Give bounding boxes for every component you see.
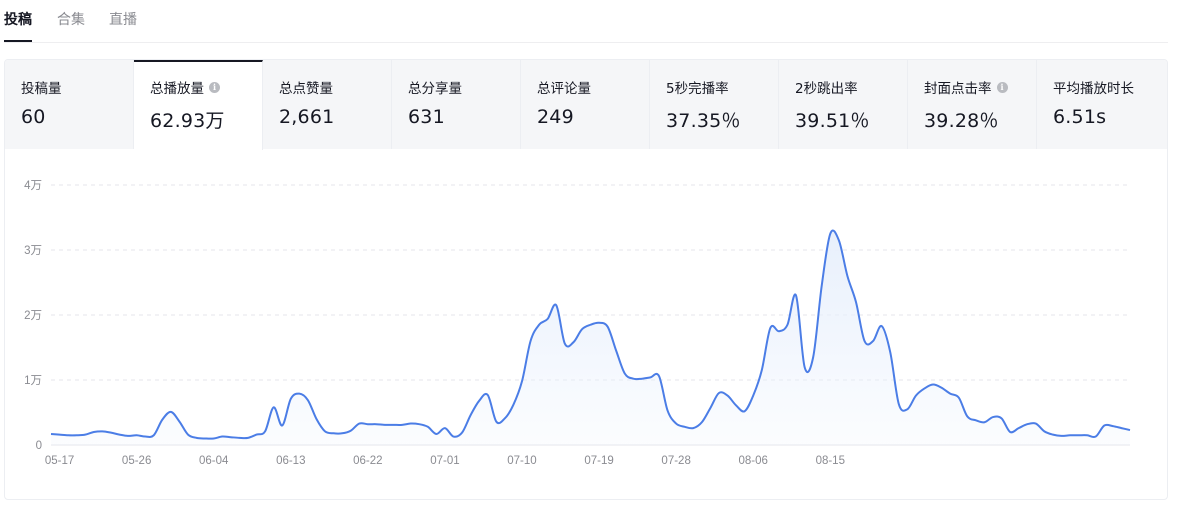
metric-value: 37.35％ — [666, 110, 741, 132]
metric-avg-play-duration[interactable]: 平均播放时长 6.51s — [1037, 60, 1166, 149]
x-tick-label: 08-15 — [816, 455, 845, 467]
metric-label: 5秒完播率 — [666, 81, 729, 97]
y-tick-label: 0 — [36, 440, 42, 452]
series-area — [51, 230, 1130, 445]
x-tick-label: 06-22 — [353, 455, 382, 467]
metric-cover-ctr[interactable]: 封面点击率 i 39.28％ — [908, 60, 1037, 149]
metrics-bar: 投稿量 60 总播放量 i 62.93万 总点赞量 2,661 总分享量 631 … — [5, 60, 1167, 150]
metric-value: 39.51％ — [795, 110, 870, 132]
x-tick-label: 06-13 — [276, 455, 305, 467]
metric-2s-bounce-rate[interactable]: 2秒跳出率 39.51％ — [779, 60, 908, 149]
metric-label: 总点赞量 — [279, 81, 333, 97]
analytics-card: 0 1万 2万 3万 4万 05-17 05-26 06-04 06-13 06-22 07-01 0… — [4, 59, 1168, 500]
metric-label: 总分享量 — [408, 81, 462, 97]
metric-label: 平均播放时长 — [1053, 81, 1134, 97]
metric-value: 6.51s — [1053, 106, 1107, 128]
metric-total-shares[interactable]: 总分享量 631 — [392, 60, 521, 149]
info-icon[interactable]: i — [209, 81, 220, 93]
metric-value: 60 — [21, 106, 46, 128]
metric-value: 249 — [537, 106, 574, 128]
metric-submission-count[interactable]: 投稿量 60 — [5, 60, 134, 149]
info-icon[interactable]: i — [996, 81, 1008, 93]
x-tick-label: 08-06 — [738, 455, 767, 467]
metric-label: 投稿量 — [21, 81, 62, 97]
metric-value: 62.93万 — [150, 110, 225, 132]
metric-total-comments[interactable]: 总评论量 249 — [521, 60, 650, 149]
x-tick-label: 07-19 — [584, 455, 613, 467]
metric-label: 2秒跳出率 — [795, 81, 858, 97]
metric-label: 总播放量 i — [150, 77, 220, 97]
metric-5s-completion-rate[interactable]: 5秒完播率 37.35％ — [650, 60, 779, 149]
active-tab-indicator — [4, 40, 32, 42]
y-tick-label: 3万 — [24, 245, 42, 257]
metric-value: 631 — [408, 106, 445, 128]
tab-collections[interactable]: 合集 — [57, 12, 85, 28]
x-tick-label: 07-28 — [661, 455, 690, 467]
tab-submissions[interactable]: 投稿 — [4, 12, 32, 28]
x-tick-label: 07-10 — [507, 455, 536, 467]
metric-value: 2,661 — [279, 106, 335, 128]
metric-total-likes[interactable]: 总点赞量 2,661 — [263, 60, 392, 149]
metric-total-plays[interactable]: 总播放量 i 62.93万 — [134, 60, 263, 150]
y-tick-label: 1万 — [24, 375, 42, 387]
x-tick-label: 05-17 — [45, 455, 74, 467]
y-tick-label: 4万 — [24, 180, 42, 192]
x-tick-label: 05-26 — [122, 455, 151, 467]
content-type-tabs: 投稿 合集 直播 — [4, 0, 1168, 43]
series-line — [50, 229, 1131, 440]
metric-label: 总评论量 — [537, 81, 591, 97]
x-tick-label: 06-04 — [199, 455, 229, 467]
x-tick-label: 07-01 — [430, 455, 459, 467]
metric-label: 封面点击率 i — [924, 77, 1008, 97]
tab-live[interactable]: 直播 — [109, 12, 137, 28]
y-tick-label: 2万 — [24, 310, 42, 322]
metric-value: 39.28％ — [924, 110, 999, 132]
play-count-chart: 0 1万 2万 3万 4万 05-17 05-26 06-04 06-13 06-22 07-01 0… — [24, 180, 1131, 467]
